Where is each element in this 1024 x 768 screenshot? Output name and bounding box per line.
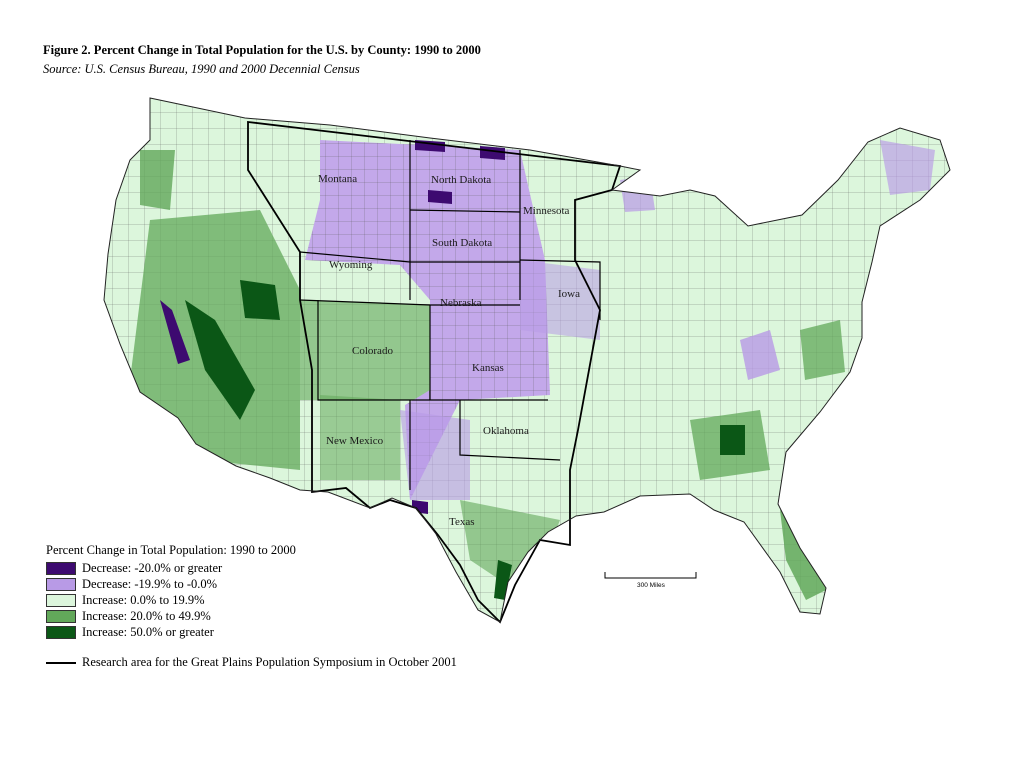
research-area-legend: Research area for the Great Plains Popul… — [46, 655, 457, 670]
legend-item: Increase: 20.0% to 49.9% — [46, 608, 296, 624]
state-label-iowa: Iowa — [558, 288, 580, 300]
legend-swatch — [46, 625, 76, 639]
research-area-line — [46, 661, 76, 664]
state-label-new-mexico: New Mexico — [326, 435, 384, 447]
scale-bar-label: 300 Miles — [637, 582, 666, 589]
state-label-north-dakota: North Dakota — [431, 174, 491, 186]
legend-swatch — [46, 577, 76, 591]
legend-item-label: Decrease: -19.9% to -0.0% — [82, 576, 218, 591]
state-label-colorado: Colorado — [352, 345, 393, 357]
legend-swatch — [46, 561, 76, 575]
legend-item: Increase: 50.0% or greater — [46, 624, 296, 640]
scale-bar: 300 Miles — [604, 572, 697, 589]
figure-title: Figure 2. Percent Change in Total Popula… — [43, 43, 481, 57]
research-area-outline — [247, 120, 622, 624]
figure-source: Source: U.S. Census Bureau, 1990 and 200… — [43, 62, 360, 76]
state-label-minnesota: Minnesota — [523, 205, 570, 217]
legend: Percent Change in Total Population: 1990… — [46, 543, 296, 640]
state-label-south-dakota: South Dakota — [432, 237, 492, 249]
legend-item-label: Increase: 20.0% to 49.9% — [82, 608, 211, 623]
country-outline — [103, 97, 951, 623]
state-label-kansas: Kansas — [472, 362, 504, 374]
state-label-wyoming: Wyoming — [329, 259, 373, 271]
legend-item-label: Increase: 0.0% to 19.9% — [82, 592, 205, 607]
research-area-label: Research area for the Great Plains Popul… — [82, 655, 457, 669]
state-boundaries — [299, 140, 601, 490]
legend-title: Percent Change in Total Population: 1990… — [46, 543, 296, 557]
legend-item-label: Increase: 50.0% or greater — [82, 624, 214, 639]
state-label-texas: Texas — [449, 516, 475, 528]
state-label-montana: Montana — [318, 173, 357, 185]
legend-item: Decrease: -20.0% or greater — [46, 560, 296, 576]
state-label-nebraska: Nebraska — [440, 297, 482, 309]
legend-item: Increase: 0.0% to 19.9% — [46, 592, 296, 608]
legend-swatch — [46, 593, 76, 607]
legend-item: Decrease: -19.9% to -0.0% — [46, 576, 296, 592]
state-label-oklahoma: Oklahoma — [483, 425, 529, 437]
legend-swatch — [46, 609, 76, 623]
legend-item-label: Decrease: -20.0% or greater — [82, 560, 223, 575]
